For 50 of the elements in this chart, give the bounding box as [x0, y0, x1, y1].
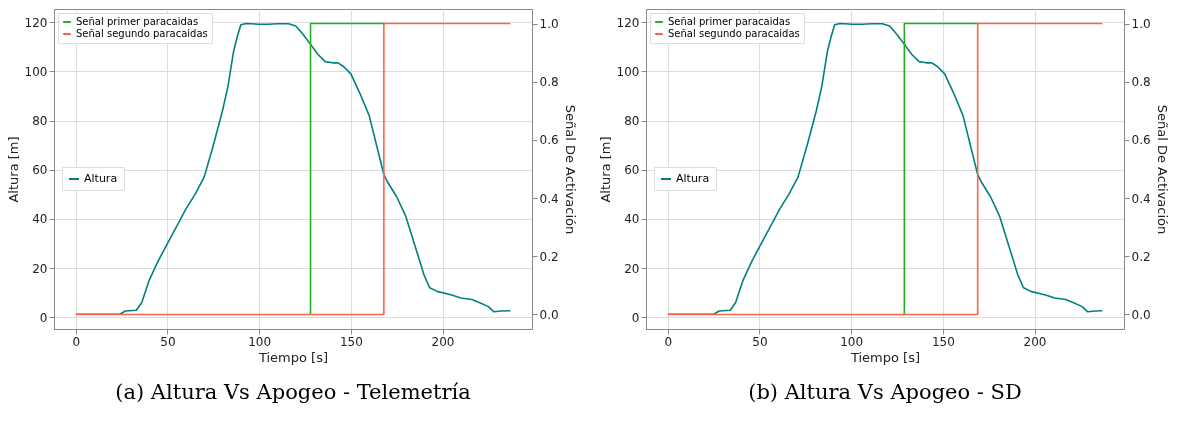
y-tick-label: 80 — [32, 114, 48, 129]
x-axis-title: Tiempo [s] — [257, 349, 329, 365]
text: (a) Altura Vs Apogeo - Telemetría — [115, 380, 471, 404]
y2-tick-label: 1.0 — [539, 17, 559, 32]
y-tick-label: 0 — [631, 310, 640, 325]
y2-axis-title: Señal De Activación — [1154, 104, 1170, 235]
text: (b) Altura Vs Apogeo - SD — [748, 380, 1022, 404]
legend-label: Altura — [84, 172, 118, 185]
x-tick-label: 150 — [931, 334, 955, 349]
y2-tick-label: 0.8 — [539, 75, 559, 90]
y-axis-title: Altura [m] — [597, 136, 613, 203]
y2-tick-label: 0.2 — [1131, 249, 1151, 264]
x-tick-label: 200 — [431, 334, 455, 349]
x-axis-title: Tiempo [s] — [849, 349, 921, 365]
y-axis-title: Altura [m] — [5, 136, 21, 203]
y-tick-label: 100 — [616, 64, 640, 79]
y2-tick-label: 0.6 — [539, 133, 559, 148]
x-tick-label: 200 — [1023, 334, 1047, 349]
legend-label: Altura — [676, 172, 710, 185]
y-tick-label: 0 — [39, 310, 48, 325]
x-tick-label: 50 — [160, 334, 176, 349]
y2-tick-label: 0.4 — [539, 191, 559, 206]
y2-tick-label: 0.0 — [539, 307, 559, 322]
y2-tick-label: 0.4 — [1131, 191, 1151, 206]
legend-label: Señal primer paracaidas — [76, 16, 199, 27]
y-tick-label: 60 — [32, 163, 48, 178]
y-tick-label: 80 — [624, 114, 640, 129]
y-tick-label: 120 — [616, 15, 640, 30]
y2-tick-label: 0.8 — [1131, 75, 1151, 90]
y-tick-label: 120 — [24, 15, 48, 30]
legend-label: Señal segundo paracaidas — [76, 28, 208, 39]
y-tick-label: 40 — [624, 212, 640, 227]
y2-tick-label: 1.0 — [1131, 17, 1151, 32]
y-tick-label: 20 — [32, 261, 48, 276]
legend-label: Señal segundo paracaidas — [668, 28, 800, 39]
x-tick-label: 0 — [664, 334, 673, 349]
y-tick-label: 40 — [32, 212, 48, 227]
y-tick-label: 100 — [24, 64, 48, 79]
y2-axis-title: Señal De Activación — [562, 104, 578, 235]
y2-tick-label: 0.6 — [1131, 133, 1151, 148]
x-tick-label: 50 — [752, 334, 768, 349]
legend-label: Señal primer paracaidas — [668, 16, 791, 27]
y-tick-label: 60 — [624, 163, 640, 178]
y2-tick-label: 0.2 — [539, 249, 559, 264]
x-tick-label: 0 — [72, 334, 81, 349]
x-tick-label: 100 — [248, 334, 272, 349]
y2-tick-label: 0.0 — [1131, 307, 1151, 322]
y-tick-label: 20 — [624, 261, 640, 276]
x-tick-label: 100 — [840, 334, 864, 349]
x-tick-label: 150 — [339, 334, 363, 349]
